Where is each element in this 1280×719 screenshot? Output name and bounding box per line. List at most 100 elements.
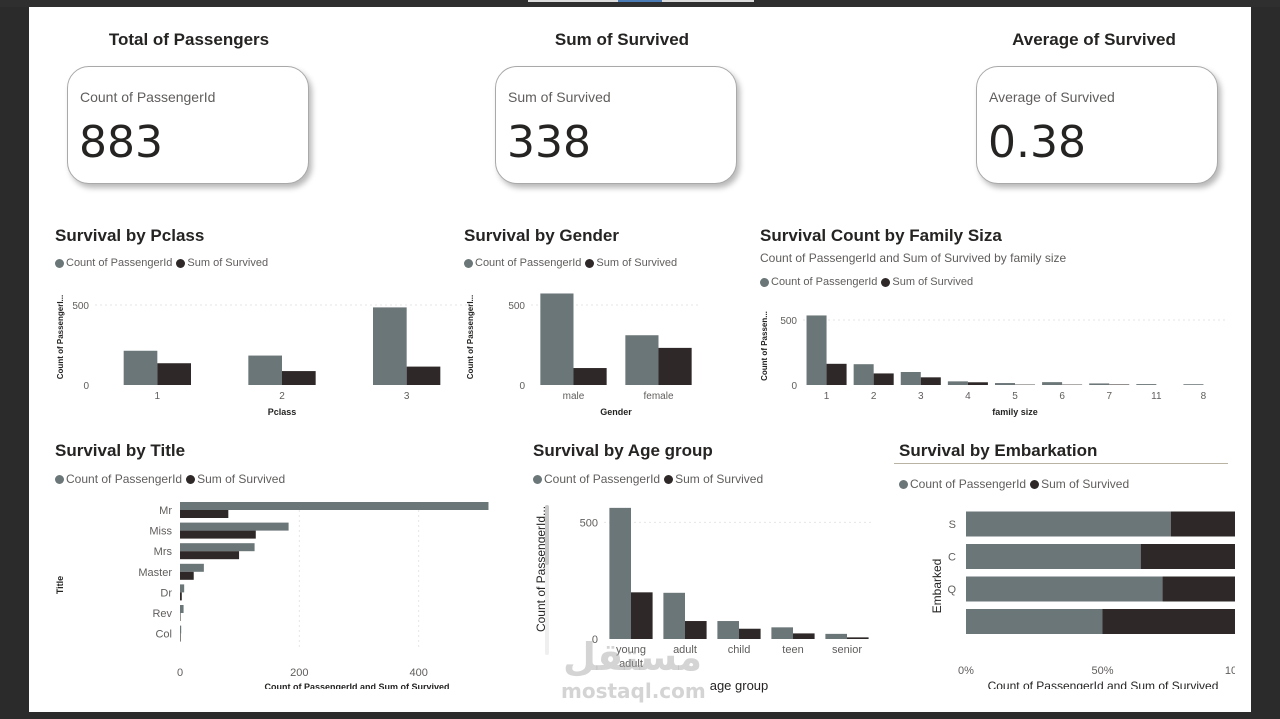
y-tick-label: Mrs	[154, 546, 173, 558]
x-tick-label: 0	[177, 667, 183, 679]
x-tick-label: young	[616, 644, 646, 656]
x-tick-label: 4	[965, 391, 971, 402]
bar-count	[180, 543, 255, 552]
x-tick-label: 200	[290, 667, 308, 679]
page-tab-indicator[interactable]	[662, 0, 754, 2]
bar-survived	[180, 571, 194, 580]
y-tick-label: Q	[947, 584, 956, 596]
y-tick-label: 0	[791, 381, 797, 392]
bar-survived	[739, 628, 761, 639]
x-tick-label: 5	[1012, 391, 1018, 402]
chart-title[interactable]: 0200400600MrMissMrsMasterDrRevColTitleCo…	[49, 497, 524, 689]
bar-survived	[282, 371, 316, 385]
y-tick-label: Mr	[159, 505, 172, 517]
bar-count	[180, 502, 489, 510]
y-tick-label: Miss	[149, 526, 172, 538]
legend-survived-marker	[1030, 479, 1040, 489]
bar-survived	[847, 637, 869, 639]
kpi-card-label: Average of Survived	[989, 89, 1115, 105]
kpi-card-label: Count of PassengerId	[80, 89, 216, 105]
y-axis-title: Count of Passen...	[760, 311, 769, 381]
chart-title-embarkation: Survival by Embarkation	[899, 441, 1098, 460]
kpi-card-value: 338	[507, 117, 591, 168]
chart-title-gender: Survival by Gender	[464, 226, 619, 245]
embarkation-title-underline	[894, 463, 1228, 464]
legend-count-marker	[760, 277, 769, 287]
bar-survived	[1102, 609, 1235, 634]
x-tick-label: 2	[871, 391, 877, 402]
x-tick-label: senior	[832, 644, 862, 656]
bar-count	[853, 364, 874, 385]
legend-count-label: Count of PassengerId	[66, 257, 173, 269]
chart-title-pclass: Survival by Pclass	[55, 226, 205, 245]
x-tick-label: 1	[824, 391, 830, 402]
bar-count	[180, 605, 184, 613]
y-tick-label: 500	[780, 316, 797, 327]
bar-count	[663, 592, 685, 639]
kpi-card-label: Sum of Survived	[508, 89, 611, 105]
legend-gender[interactable]: Count of PassengerId Sum of Survived	[464, 257, 681, 269]
legend-pclass[interactable]: Count of PassengerId Sum of Survived	[55, 257, 272, 269]
bar-count	[1183, 384, 1204, 385]
bar-count	[1136, 384, 1157, 385]
chart-embarkation[interactable]: S C Q 0% 50% 100% Embarked Count of PassengerId…	[895, 499, 1235, 689]
kpi-card-sum-survived[interactable]: Sum of Survived 338	[495, 66, 737, 184]
kpi-card-average-survived[interactable]: Average of Survived 0.38	[976, 66, 1218, 184]
legend-survived-label: Sum of Survived	[892, 276, 974, 288]
bar-count	[717, 621, 739, 639]
bar-survived	[180, 551, 240, 560]
chart-title-family: Survival Count by Family Siza	[760, 226, 1002, 245]
y-axis-title: Count of PassengerI...	[56, 295, 65, 379]
page-tab-indicator-active[interactable]	[618, 0, 662, 2]
x-tick-label: child	[728, 644, 751, 656]
x-tick-label: 1	[155, 391, 161, 402]
bar-count	[180, 522, 289, 531]
y-tick-label: 0	[592, 634, 598, 646]
legend-survived-marker	[176, 258, 186, 268]
legend-age[interactable]: Count of PassengerId Sum of Survived	[533, 472, 767, 486]
bar-count	[966, 609, 1103, 634]
x-tick-label: adult	[673, 644, 697, 656]
x-tick-label: 7	[1106, 391, 1112, 402]
legend-embarkation[interactable]: Count of PassengerId Sum of Survived	[899, 477, 1133, 491]
y-tick-label: 500	[508, 301, 525, 312]
y-tick-label: 500	[72, 301, 89, 312]
legend-count-label: Count of PassengerId	[771, 276, 878, 288]
y-tick-label: 0	[519, 381, 525, 392]
chart-title-title: Survival by Title	[55, 441, 186, 460]
chart-age-group[interactable]: 0 500 Count of PassengerId... young adult adu…	[529, 495, 879, 695]
legend-count-marker	[533, 474, 542, 484]
x-axis-title: Count of PassengerId and Sum of Survived	[988, 679, 1219, 689]
report-canvas: Total of Passengers Sum of Survived Aver…	[29, 7, 1251, 712]
y-axis-title: Count of PassengerI...	[466, 295, 475, 379]
legend-survived-label: Sum of Survived	[197, 472, 286, 486]
bar-survived	[180, 633, 181, 642]
bar-count	[947, 381, 968, 385]
x-tick-label: 2	[279, 391, 285, 402]
legend-survived-marker	[585, 258, 595, 268]
bar-survived	[406, 366, 441, 385]
legend-title[interactable]: Count of PassengerId Sum of Survived	[55, 472, 289, 486]
x-tick-label: adult	[619, 658, 643, 670]
x-tick-label: male	[563, 391, 585, 402]
bar-survived	[1162, 576, 1235, 602]
window-top-bar	[0, 0, 1280, 7]
bar-survived	[873, 373, 894, 385]
legend-family[interactable]: Count of PassengerId Sum of Survived	[760, 276, 977, 288]
chart-gender[interactable]: 0 500 Count of PassengerI... male female Gend…	[461, 285, 701, 417]
kpi-title-total-passengers: Total of Passengers	[108, 30, 270, 49]
chart-pclass[interactable]: 0 500 Count of PassengerI... 1 2 3 Pclass	[49, 285, 469, 417]
bar-survived	[573, 368, 607, 385]
chart-subtitle-family: Count of PassengerId and Sum of Survived…	[760, 251, 1067, 265]
y-axis-title: Title	[55, 576, 65, 594]
x-axis-title: Gender	[600, 407, 632, 417]
scrollbar-thumb[interactable]	[545, 505, 549, 565]
page-tab-indicator[interactable]	[528, 0, 618, 2]
bar-count	[1089, 383, 1110, 385]
legend-count-marker	[55, 474, 64, 484]
kpi-card-total-passengers[interactable]: Count of PassengerId 883	[67, 66, 309, 184]
watermark-arabic: مستقل	[563, 635, 702, 679]
bar-count	[900, 372, 921, 385]
chart-family-size[interactable]: 0 500 Count of Passen... 1 2 3 4 5 6 7 11 8 family s…	[755, 303, 1229, 417]
bar-count	[123, 350, 158, 385]
